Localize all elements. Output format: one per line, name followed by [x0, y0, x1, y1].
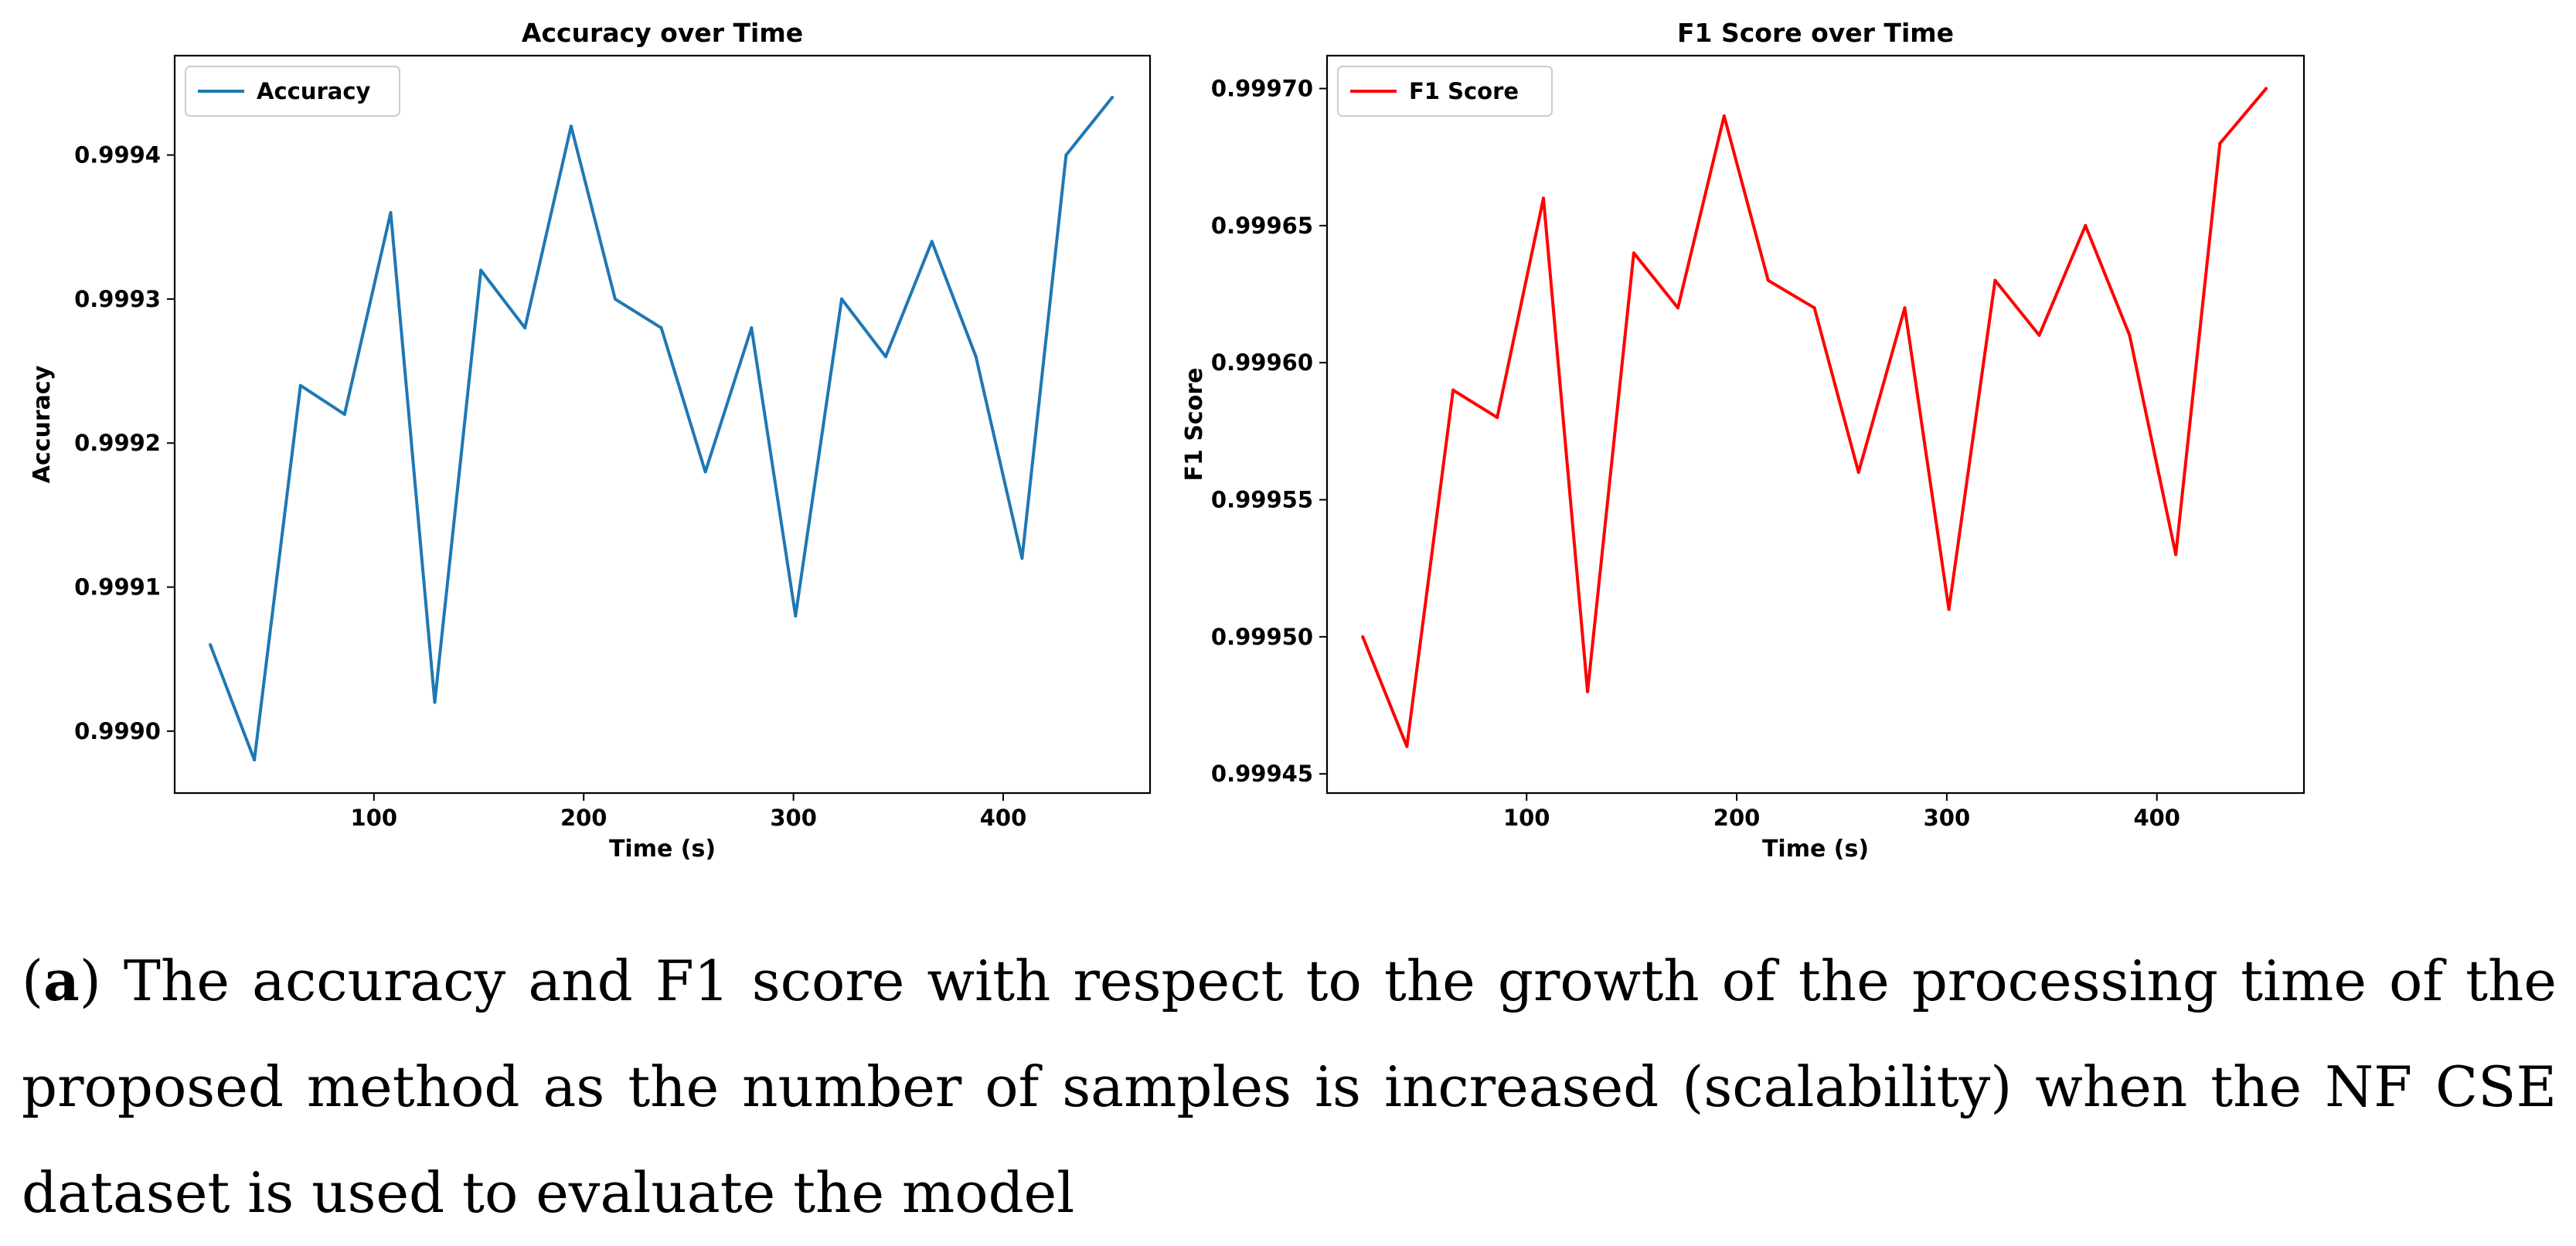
data-point — [930, 240, 934, 243]
data-point — [750, 326, 754, 330]
x-axis-label: Time (s) — [609, 836, 716, 863]
data-point — [1632, 251, 1635, 255]
data-point — [2084, 223, 2088, 227]
x-tick-label: 400 — [2133, 805, 2180, 831]
data-point — [2037, 333, 2041, 337]
data-point — [659, 326, 663, 330]
data-point — [209, 643, 213, 647]
data-point — [1361, 635, 1365, 638]
x-tick-label: 200 — [560, 805, 607, 831]
x-tick-label: 200 — [1713, 805, 1761, 831]
chart-title: Accuracy over Time — [522, 18, 803, 48]
data-point — [794, 614, 798, 618]
data-point — [1676, 306, 1679, 310]
caption-text: The accuracy and F1 score with respect t… — [22, 948, 2557, 1225]
data-point — [840, 297, 844, 301]
data-point — [1451, 388, 1455, 392]
y-tick-label: 0.9993 — [74, 286, 161, 312]
data-point — [569, 124, 573, 128]
y-tick-label: 0.9990 — [74, 718, 161, 744]
y-tick-label: 0.9994 — [74, 142, 161, 169]
y-tick-label: 0.99950 — [1211, 624, 1313, 650]
legend: F1 Score — [1337, 66, 1553, 117]
x-tick-label: 300 — [1924, 805, 1971, 831]
chart-accuracy: Accuracy over Time 100 200 300 400 0.9990 0.99… — [29, 18, 1152, 863]
data-point — [342, 412, 346, 416]
y-tick-label: 0.99970 — [1211, 76, 1313, 102]
data-point — [1856, 471, 1860, 475]
plot-frame — [173, 54, 1152, 795]
data-point — [523, 326, 527, 330]
data-point — [433, 700, 437, 704]
figure-caption: (a) The accuracy and F1 score with respe… — [22, 948, 2557, 1225]
legend-label: F1 Score — [1409, 78, 1519, 104]
data-point — [2128, 333, 2132, 337]
data-point — [1722, 114, 1726, 118]
data-point — [1903, 306, 1907, 310]
data-point — [1496, 416, 1499, 420]
legend: Accuracy — [185, 66, 400, 117]
chart-f1: F1 Score over Time 100 200 300 400 0.99945 0.9… — [1181, 18, 2305, 863]
legend-label: Accuracy — [257, 78, 371, 104]
data-point — [613, 297, 617, 301]
chart-title: F1 Score over Time — [1677, 18, 1954, 48]
y-tick-label: 0.9991 — [74, 574, 161, 601]
data-point — [1947, 608, 1951, 611]
data-point — [1020, 557, 1024, 560]
legend-box — [1337, 66, 1553, 117]
data-point — [1766, 278, 1770, 282]
data-point — [1405, 744, 1409, 748]
data-point — [298, 383, 302, 387]
data-point — [389, 211, 393, 215]
y-axis-label: F1 Score — [1181, 368, 1208, 482]
data-point — [1064, 153, 1068, 157]
data-point — [253, 758, 257, 762]
data-point — [479, 268, 483, 272]
caption-label: a — [43, 948, 80, 1013]
data-point — [2265, 87, 2268, 90]
plot-frame — [1325, 54, 2305, 795]
data-point — [1111, 96, 1114, 100]
y-axis-label: Accuracy — [29, 365, 56, 483]
y-tick-label: 0.9992 — [74, 430, 161, 456]
data-point — [884, 355, 888, 359]
x-tick-label: 100 — [351, 805, 398, 831]
data-point — [2174, 553, 2178, 557]
data-point — [1812, 306, 1816, 310]
data-point — [2218, 141, 2222, 145]
y-tick-label: 0.99965 — [1211, 213, 1313, 239]
data-point — [1541, 196, 1545, 200]
x-axis-label: Time (s) — [1762, 836, 1869, 863]
data-point — [974, 355, 978, 359]
data-point — [1586, 689, 1590, 693]
legend-box — [185, 66, 400, 117]
data-point — [1993, 278, 1997, 282]
y-tick-label: 0.99945 — [1211, 761, 1313, 787]
x-tick-label: 400 — [980, 805, 1027, 831]
y-tick-label: 0.99955 — [1211, 487, 1313, 513]
x-tick-label: 300 — [770, 805, 817, 831]
series-line-accuracy — [209, 96, 1114, 762]
data-point — [703, 470, 707, 474]
y-tick-label: 0.99960 — [1211, 349, 1313, 376]
x-tick-label: 100 — [1503, 805, 1550, 831]
